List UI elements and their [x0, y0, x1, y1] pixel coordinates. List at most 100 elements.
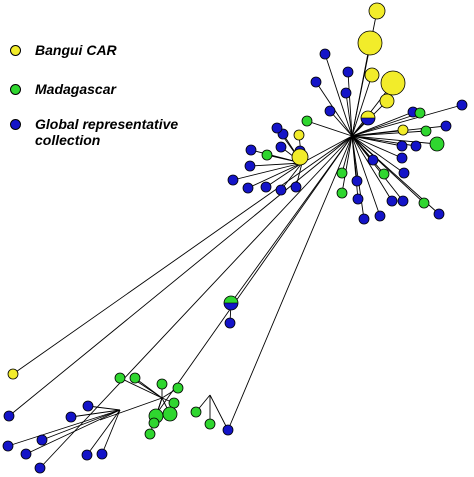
node-tip-yellow [7, 368, 19, 380]
edge-hub-21 [351, 135, 403, 159]
edge-hub-8 [347, 71, 353, 137]
node-hub-19 [410, 140, 422, 152]
edge-hub-1 [351, 42, 371, 137]
edge-long-5 [227, 135, 353, 431]
node-half-bottom [224, 303, 238, 310]
node-hub-9 [319, 48, 331, 60]
edge-long-2 [8, 135, 353, 417]
node-half-bottom [361, 118, 375, 125]
node-subhub-7 [244, 160, 256, 172]
edge-cl1-9 [134, 379, 163, 399]
node-cluster1-17 [81, 449, 93, 461]
edge-hub-15 [351, 104, 463, 137]
node-subhub-2 [291, 148, 309, 166]
edge-subhub-8 [232, 162, 303, 181]
node-hub-3 [364, 67, 380, 83]
legend-item-bangui-car: Bangui CAR [10, 42, 117, 58]
edge-hub-9 [324, 53, 353, 137]
node-hub-0 [368, 2, 386, 20]
node-cluster2-0 [190, 406, 202, 418]
node-branch-split [223, 295, 239, 311]
network-edges [7, 10, 463, 469]
legend-dot-bangui-car [10, 45, 21, 56]
node-subhub-0 [293, 129, 305, 141]
node-hub-12 [301, 115, 313, 127]
edge-long-6 [230, 135, 353, 304]
edge-hub-26 [341, 135, 353, 174]
node-hub-30 [374, 210, 386, 222]
node-hub-7 [340, 87, 352, 99]
node-cluster1-2 [156, 378, 168, 390]
node-hub-20 [396, 140, 408, 152]
node-hub-23 [378, 168, 390, 180]
edge-hub-17 [351, 130, 427, 137]
edge-hub-20 [351, 135, 403, 147]
node-cluster1-15 [34, 462, 46, 474]
edge-hub-7 [345, 92, 353, 137]
legend-label-global-collection: Global representative collection [35, 116, 179, 148]
legend-label-madagascar: Madagascar [35, 81, 116, 97]
legend-dot-madagascar [10, 84, 21, 95]
node-subhub-13 [271, 122, 283, 134]
node-half-top [224, 296, 238, 303]
edge-cl1-0 [119, 377, 163, 399]
edge-hub-22 [351, 135, 405, 174]
node-hub-26 [336, 167, 348, 179]
node-hub-6 [397, 124, 409, 136]
node-hub-15 [456, 99, 468, 111]
node-hub-25 [351, 175, 363, 187]
edge-hub-18 [351, 135, 438, 145]
node-cluster1-7 [148, 417, 160, 429]
node-hub-4 [379, 93, 395, 109]
edge-cl1-left-3 [25, 409, 121, 455]
edge-cl2-2 [209, 394, 229, 431]
node-hub-34 [433, 208, 445, 220]
node-cluster1-3 [172, 382, 184, 394]
legend-label-bangui-car: Bangui CAR [35, 42, 117, 58]
node-hub-17 [420, 125, 432, 137]
node-subhub-6 [245, 144, 257, 156]
edge-long-4 [154, 135, 353, 417]
node-cluster1-16 [96, 448, 108, 460]
node-subhub-12 [290, 181, 302, 193]
node-cluster1-1 [129, 372, 141, 384]
node-subhub-8 [227, 174, 239, 186]
node-hub-29 [358, 213, 370, 225]
edge-subhub-11 [280, 162, 303, 191]
node-cluster1-8 [144, 428, 156, 440]
node-hub-5 [360, 110, 376, 126]
legend-item-madagascar: Madagascar [10, 81, 116, 97]
edge-hub-3 [351, 74, 373, 137]
edge-cl1-left-4 [7, 409, 121, 447]
node-cluster1-5 [162, 406, 178, 422]
node-subhub-4 [275, 141, 287, 153]
node-subhub-11 [275, 184, 287, 196]
node-cluster1-11 [36, 434, 48, 446]
node-hub-28 [352, 193, 364, 205]
node-hub-27 [336, 187, 348, 199]
node-hub-10 [310, 76, 322, 88]
node-hub-33 [418, 197, 430, 209]
edge-cl1-stem [99, 397, 163, 421]
node-subhub-9 [242, 182, 254, 194]
edge-subhub-9 [247, 162, 303, 189]
node-hub-2 [380, 70, 406, 96]
edge-hub-11 [329, 110, 353, 137]
node-cluster1-13 [2, 440, 14, 452]
edge-hub-27 [341, 135, 353, 194]
legend-dot-global-collection [10, 119, 21, 130]
edge-hub-31 [351, 135, 393, 202]
node-hub-11 [324, 105, 336, 117]
node-half-top [361, 111, 375, 118]
node-branch-tip [224, 317, 236, 329]
node-hub-32 [397, 195, 409, 207]
node-cluster1-10 [65, 411, 77, 423]
node-hub-21 [396, 152, 408, 164]
edge-cl1-left-2 [41, 409, 121, 441]
edge-hub-to-subhub [301, 135, 353, 164]
legend-item-global-collection: Global representative collection [10, 116, 178, 148]
edge-long-1 [12, 135, 353, 375]
node-cluster1-12 [20, 448, 32, 460]
node-hub-18 [429, 136, 445, 152]
